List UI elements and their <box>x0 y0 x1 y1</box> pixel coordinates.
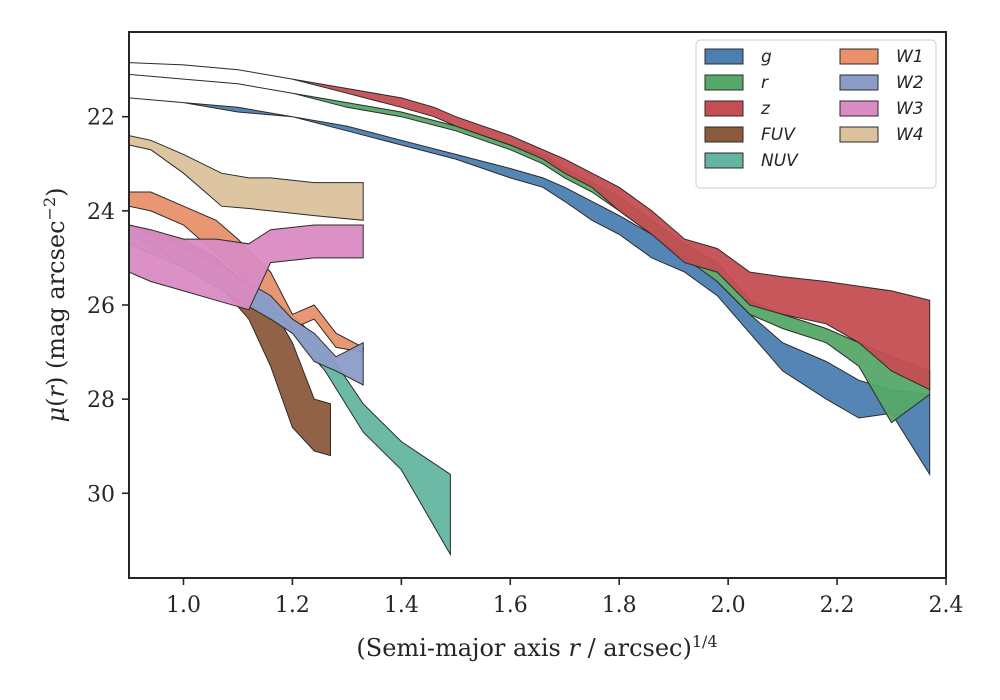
y-tick-label: 24 <box>87 200 115 225</box>
legend-swatch-w2 <box>839 74 879 91</box>
legend-label-r: r <box>761 73 769 93</box>
legend-label-w3: W3 <box>896 99 924 119</box>
legend-swatch-w4 <box>839 126 879 143</box>
band-w3 <box>129 224 364 311</box>
band-z <box>129 62 931 391</box>
band-w4 <box>129 135 364 221</box>
x-tick-label: 2.0 <box>711 593 746 618</box>
y-tick-label: 22 <box>87 106 115 131</box>
y-tick-label: 26 <box>87 294 115 319</box>
legend-label-z: z <box>760 99 771 119</box>
x-tick-label: 1.2 <box>275 593 310 618</box>
band-g <box>129 97 931 477</box>
plot-area <box>129 62 931 557</box>
y-axis-label: μ(r) (mag arcsec−2) <box>40 187 71 422</box>
x-axis-label: (Semi-major axis r / arcsec)1/4 <box>356 632 717 663</box>
legend-swatch-z <box>704 100 744 117</box>
x-tick-label: 1.6 <box>493 593 528 618</box>
legend-swatch-r <box>704 74 744 91</box>
x-tick-label: 1.8 <box>602 593 637 618</box>
legend-swatch-w3 <box>839 100 879 117</box>
legend-swatch-w1 <box>839 48 879 65</box>
legend-label-g: g <box>761 47 772 67</box>
legend: grz FUV NUV W1 W2 W3 W4 <box>695 39 937 189</box>
legend-label-fuv: FUV <box>761 125 796 145</box>
legend-label-w2: W2 <box>896 73 924 93</box>
legend-swatch-g <box>704 48 744 65</box>
y-tick-label: 30 <box>87 482 115 507</box>
legend-swatch-nuv <box>704 152 744 169</box>
legend-label-w1: W1 <box>896 47 924 67</box>
legend-label-w4: W4 <box>896 125 924 145</box>
x-tick-label: 1.4 <box>384 593 419 618</box>
x-tick-label: 1.0 <box>166 593 201 618</box>
legend-swatch-fuv <box>704 126 744 143</box>
x-tick-label: 2.4 <box>929 593 964 618</box>
axis-ticks: 1.0 1.2 1.4 1.6 1.8 2.0 2.2 2.4 22 24 26 28 30 <box>87 106 964 618</box>
legend-label-nuv: NUV <box>761 151 799 171</box>
y-tick-label: 28 <box>87 388 115 413</box>
x-tick-label: 2.2 <box>820 593 855 618</box>
